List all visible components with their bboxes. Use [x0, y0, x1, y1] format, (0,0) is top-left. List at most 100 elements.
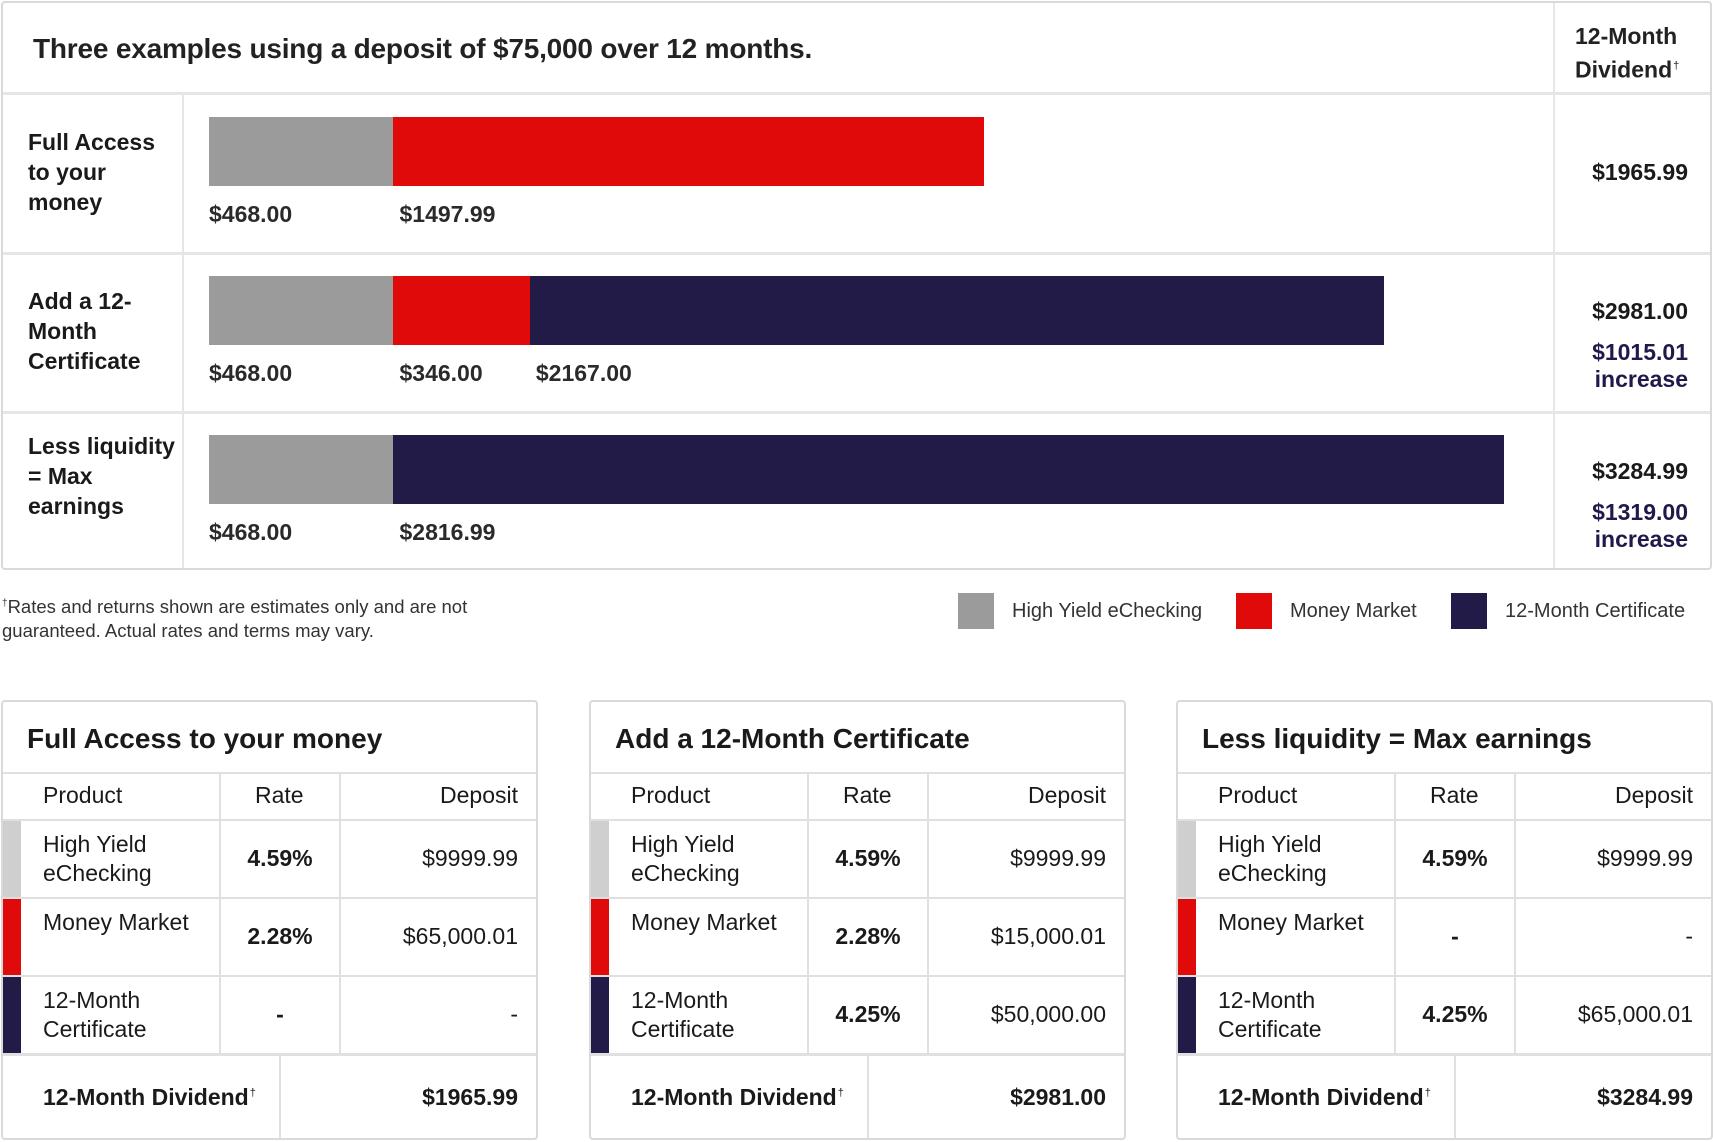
dividend-value: $2981.00 — [1010, 1084, 1106, 1110]
product-color-swatch — [591, 977, 609, 1053]
deposit-value: $9999.99 — [422, 845, 518, 871]
product-name: High Yield eChecking — [631, 831, 740, 886]
rate-value: 2.28% — [247, 923, 313, 949]
segment-value-label: $468.00 — [209, 360, 293, 386]
dividend-header-line1: 12-Month — [1575, 23, 1678, 49]
segment-value-label: $1497.99 — [399, 201, 496, 227]
dagger-mark: † — [2, 598, 8, 609]
divider — [219, 772, 221, 1053]
divider — [867, 1055, 869, 1138]
increase-word: increase — [1594, 526, 1688, 552]
deposit-value: - — [510, 1001, 518, 1027]
divider — [591, 897, 1124, 899]
column-header-rate: Rate — [1430, 782, 1479, 808]
dividend-label-text: 12-Month Dividend — [1218, 1084, 1424, 1110]
rate-value: 2.28% — [835, 923, 901, 949]
bar-certificate — [393, 435, 1504, 504]
column-header-deposit: Deposit — [1615, 782, 1693, 808]
product-name: 12-Month Certificate — [43, 987, 147, 1042]
column-header-product: Product — [631, 782, 711, 808]
segment-value-label: $468.00 — [209, 201, 293, 227]
product-name: High Yield eChecking — [43, 831, 152, 886]
dagger-mark: † — [249, 1087, 256, 1100]
divider — [591, 975, 1124, 977]
legend-label: 12-Month Certificate — [1505, 599, 1686, 622]
chart-row-label: Less liquidity = Max earnings — [28, 433, 175, 519]
column-header-product: Product — [1218, 782, 1298, 808]
rate-value: 4.59% — [247, 845, 313, 871]
increase-amount: $1015.01 — [1592, 339, 1688, 365]
segment-value-label: $2816.99 — [399, 519, 496, 545]
bar-money-market — [393, 276, 530, 345]
divider — [1178, 1053, 1711, 1056]
rate-value: - — [1451, 923, 1459, 949]
divider — [1178, 772, 1711, 774]
legend-swatch — [958, 593, 994, 629]
dividend-increase: $1015.01 increase — [1592, 339, 1688, 393]
segment-value-label: $346.00 — [399, 360, 483, 386]
legend-label: Money Market — [1290, 599, 1417, 622]
dagger-mark: † — [1673, 60, 1680, 72]
dividend-label-text: 12-Month Dividend — [43, 1084, 249, 1110]
divider — [1178, 975, 1711, 977]
product-name: High Yield eChecking — [1218, 831, 1327, 886]
increase-word: increase — [1594, 366, 1688, 392]
dividend-increase: $1319.00 increase — [1592, 499, 1688, 553]
footnote-text: Rates and returns shown are estimates on… — [2, 596, 468, 642]
divider — [279, 1055, 281, 1138]
dividend-total: $1965.99 — [1592, 159, 1688, 185]
divider — [339, 772, 341, 1053]
product-color-swatch — [1178, 821, 1196, 897]
legend-swatch — [1451, 593, 1487, 629]
deposit-value: $50,000.00 — [990, 1001, 1106, 1027]
dividend-label: 12-Month Dividend† — [43, 1084, 256, 1111]
divider — [591, 772, 1124, 774]
divider — [3, 411, 1710, 414]
segment-value-label: $468.00 — [209, 519, 293, 545]
product-color-swatch — [3, 977, 21, 1053]
divider — [3, 92, 1710, 95]
column-header-deposit: Deposit — [1028, 782, 1106, 808]
product-color-swatch — [591, 821, 609, 897]
scenario-table: Full Access to your money Product Rate Depo… — [1, 700, 538, 1140]
deposit-value: $9999.99 — [1010, 845, 1106, 871]
product-name: Money Market — [1218, 909, 1364, 935]
legend-item-money-market: Money Market — [1236, 593, 1417, 629]
dividend-total: $3284.99 — [1592, 458, 1688, 484]
dividend-total: $2981.00 — [1592, 298, 1688, 324]
dividend-value: $3284.99 — [1597, 1084, 1693, 1110]
increase-amount: $1319.00 — [1592, 499, 1688, 525]
column-header-product: Product — [43, 782, 123, 808]
bar-high-yield — [209, 117, 394, 186]
dividend-value: $1965.99 — [422, 1084, 518, 1110]
scenario-table: Add a 12-Month Certificate Product Rate Dep… — [589, 700, 1126, 1140]
divider — [3, 1053, 536, 1056]
segment-value-label: $2167.00 — [535, 360, 632, 386]
dividend-label: 12-Month Dividend† — [1218, 1084, 1431, 1111]
dagger-mark: † — [837, 1087, 844, 1100]
legend-item-high-yield: High Yield eChecking — [958, 593, 1202, 629]
divider — [182, 95, 184, 568]
divider — [591, 1053, 1124, 1056]
column-header-rate: Rate — [255, 782, 304, 808]
bar-high-yield — [209, 276, 394, 345]
rate-value: 4.59% — [835, 845, 901, 871]
divider — [1178, 897, 1711, 899]
bar-money-market — [393, 117, 985, 186]
divider — [927, 772, 929, 1053]
table-title: Add a 12-Month Certificate — [615, 723, 970, 754]
legend-swatch — [1236, 593, 1272, 629]
product-name: 12-Month Certificate — [631, 987, 735, 1042]
product-color-swatch — [1178, 899, 1196, 975]
divider — [1394, 772, 1396, 1053]
footnote: †Rates and returns shown are estimates o… — [2, 592, 522, 643]
product-color-swatch — [3, 821, 21, 897]
rate-value: 4.25% — [1422, 1001, 1488, 1027]
dividend-label-text: 12-Month Dividend — [631, 1084, 837, 1110]
dividend-header-line2: Dividend — [1575, 56, 1673, 83]
bar-certificate — [529, 276, 1385, 345]
table-title: Less liquidity = Max earnings — [1202, 723, 1592, 754]
product-name: Money Market — [43, 909, 189, 935]
divider — [807, 772, 809, 1053]
divider — [1178, 819, 1711, 821]
